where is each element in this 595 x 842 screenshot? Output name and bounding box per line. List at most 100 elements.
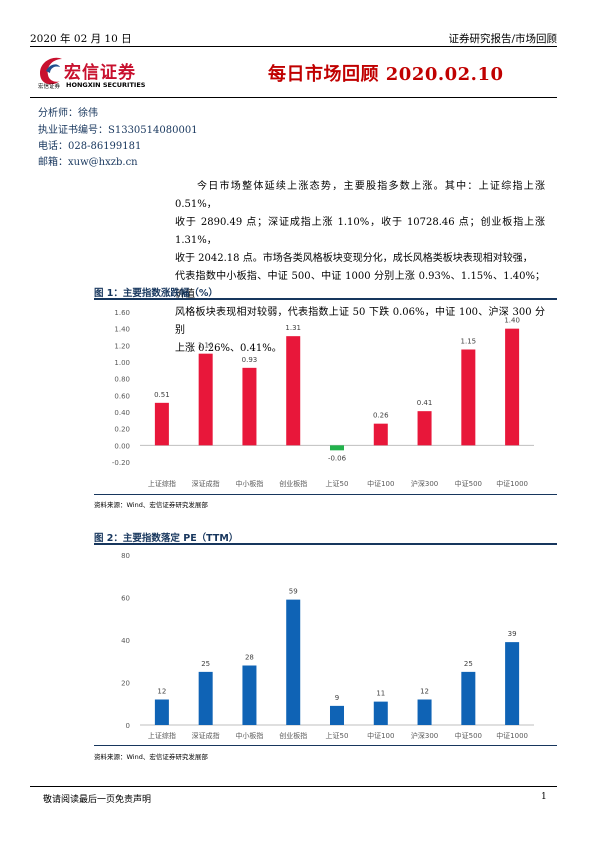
header-divider-bottom — [30, 97, 557, 98]
bar — [329, 705, 345, 725]
x-tick-label: 中证100 — [367, 479, 394, 488]
pe-bar-chart: 0 20 40 60 80 12 上证综指 25 深证成指 28 中小板指 59 创业板指 9 上证50 11… — [121, 552, 534, 740]
summary-line: 上涨 0.26%、0.41%。 — [175, 343, 282, 354]
x-tick-label: 中小板指 — [235, 479, 263, 488]
analyst-phone: 电话：028-86199181 — [38, 141, 142, 152]
bar — [329, 445, 345, 451]
data-label: 1.40 — [504, 317, 520, 325]
y-tick-label: 20 — [121, 680, 130, 688]
data-label: 1.31 — [285, 324, 301, 332]
y-tick-label: 1.40 — [114, 326, 130, 334]
y-tick-label: 0.60 — [114, 392, 130, 400]
data-label: 25 — [464, 660, 473, 668]
bar — [373, 423, 388, 446]
logo-name-cn: 宏信证券 — [64, 63, 136, 83]
y-tick-label: 60 — [121, 595, 130, 603]
header-divider — [30, 46, 557, 47]
x-tick-label: 中小板指 — [235, 731, 263, 740]
logo-swoosh-icon — [40, 57, 62, 85]
x-tick-label: 沪深300 — [411, 731, 438, 740]
bar — [198, 671, 213, 725]
data-label: 12 — [420, 688, 429, 696]
report-title: 每日市场回顾 2020.02.10 — [268, 64, 504, 85]
bar — [461, 349, 476, 446]
y-tick-label: -0.20 — [112, 459, 130, 467]
bar — [198, 353, 213, 446]
figure2-source: 资料来源：Wind、宏信证券研究发展部 — [94, 753, 208, 761]
logo-small-cn: 宏信证券 — [38, 84, 61, 90]
summary-line: 收于 2042.18 点。市场各类风格板块变现分化，成长风格类板块表现相对较强， — [175, 253, 533, 264]
x-tick-label: 上证50 — [326, 731, 349, 740]
y-tick-label: 0.20 — [114, 426, 130, 434]
data-label: 0.93 — [242, 356, 258, 364]
x-tick-label: 创业板指 — [279, 731, 307, 740]
x-tick-label: 中证500 — [455, 479, 482, 488]
analyst-cert: 执业证书编号：S1330514080001 — [38, 125, 198, 136]
data-label: 9 — [335, 694, 339, 702]
data-label: 0.41 — [417, 399, 433, 407]
data-label: 0.26 — [373, 412, 389, 420]
report-date: 2020 年 02 月 10 日 — [30, 33, 132, 45]
bar — [505, 642, 520, 725]
x-tick-label: 深证成指 — [192, 731, 220, 740]
y-tick-label: 1.20 — [114, 342, 130, 350]
company-logo — [40, 57, 62, 85]
figure2-title: 图 2：主要指数落定 PE（TTM） — [94, 533, 239, 544]
data-label: 1.10 — [198, 342, 214, 350]
change-bar-chart: -0.20 0.00 0.20 0.40 0.60 0.80 1.00 1.20 1.40 1.6… — [112, 309, 534, 488]
figure2-bottom-rule — [94, 745, 557, 746]
figure1-top-rule — [94, 298, 557, 300]
y-tick-label: 0.40 — [114, 409, 130, 417]
y-tick-label: 80 — [121, 552, 130, 560]
market-summary: 今日市场整体延续上涨态势，主要股指多数上涨。其中：上证综指上涨 0.51%， 收… — [175, 178, 545, 358]
page-number: 1 — [541, 792, 547, 802]
bar — [286, 336, 301, 446]
x-tick-label: 中证100 — [367, 731, 394, 740]
summary-line: 风格板块表现相对较弱，代表指数上证 50 下跌 0.06%，中证 100、沪深 … — [175, 307, 545, 336]
y-tick-label: 1.60 — [114, 309, 130, 317]
bar — [373, 701, 388, 725]
report-category: 证券研究报告/市场回顾 — [448, 33, 557, 45]
bar — [417, 699, 432, 725]
data-label: 25 — [201, 660, 210, 668]
y-tick-label: 0.80 — [114, 376, 130, 384]
y-tick-label: 0.00 — [114, 442, 130, 450]
summary-line: 收于 2890.49 点；深证成指上涨 1.10%，收于 10728.46 点；… — [175, 217, 545, 246]
x-tick-label: 沪深300 — [411, 479, 438, 488]
data-label: 0.51 — [154, 391, 170, 399]
x-tick-label: 深证成指 — [192, 479, 220, 488]
analyst-name: 分析师：徐伟 — [38, 108, 98, 119]
figure1-bottom-rule — [94, 494, 557, 495]
figure2-top-rule — [94, 543, 557, 545]
bar — [461, 671, 476, 725]
x-tick-label: 上证综指 — [148, 479, 176, 488]
footer-divider — [30, 786, 557, 787]
analyst-email[interactable]: 邮箱：xuw@hxzb.cn — [38, 157, 138, 168]
footer-disclaimer: 敬请阅读最后一页免责声明 — [43, 795, 152, 805]
data-label: 11 — [376, 690, 385, 698]
x-tick-label: 中证1000 — [496, 479, 528, 488]
y-tick-label: 0 — [126, 722, 130, 730]
x-tick-label: 上证综指 — [148, 731, 176, 740]
data-label: 1.15 — [461, 338, 477, 346]
data-label: 39 — [508, 630, 517, 638]
data-label: 59 — [289, 588, 298, 596]
data-label: -0.06 — [328, 454, 347, 462]
bar — [242, 665, 257, 725]
bar — [154, 699, 169, 725]
bar — [242, 367, 257, 446]
data-label: 12 — [157, 688, 166, 696]
bar — [154, 402, 169, 446]
bar — [505, 328, 520, 446]
logo-name-en: HONGXIN SECURITIES — [66, 81, 146, 89]
bar — [286, 599, 301, 725]
y-tick-label: 40 — [121, 637, 130, 645]
x-tick-label: 创业板指 — [279, 479, 307, 488]
bar — [417, 411, 432, 446]
figure1-title: 图 1：主要指数涨跌幅（%） — [94, 288, 218, 299]
x-tick-label: 中证500 — [455, 731, 482, 740]
figure1-source: 资料来源：Wind、宏信证券研究发展部 — [94, 501, 208, 509]
data-label: 28 — [245, 654, 254, 662]
x-tick-label: 中证1000 — [496, 731, 528, 740]
summary-line: 今日市场整体延续上涨态势，主要股指多数上涨。其中：上证综指上涨 0.51%， — [175, 181, 545, 210]
